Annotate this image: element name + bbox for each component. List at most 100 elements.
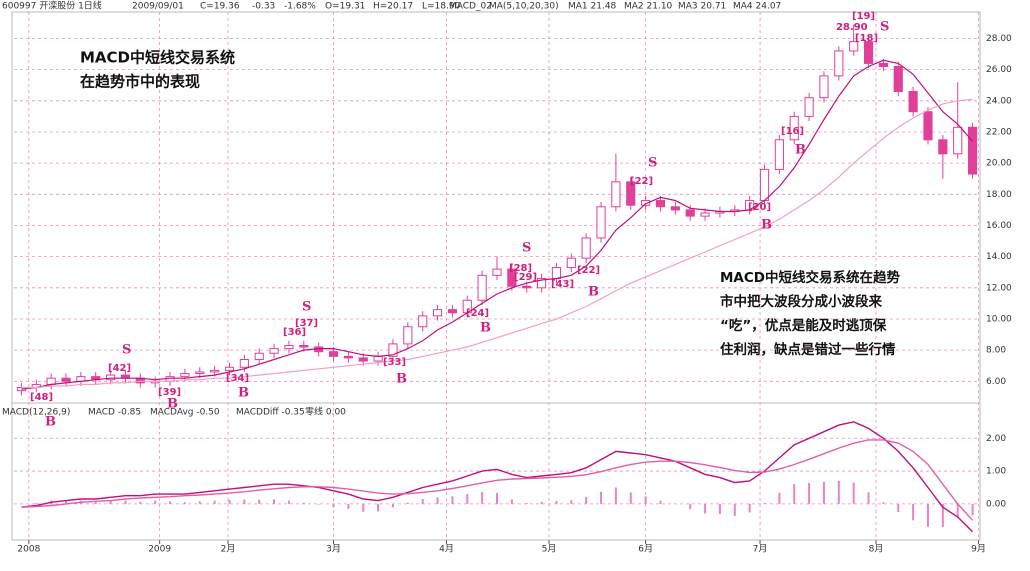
candle-body: [551, 267, 562, 279]
candle-body: [566, 257, 576, 269]
signal-marker: B: [588, 285, 599, 300]
candle-body: [670, 206, 680, 211]
header-field: O=19.31: [325, 2, 365, 12]
signal-tag: [16]: [781, 126, 804, 137]
candle-body: [878, 62, 888, 68]
header-field: MA4 24.07: [733, 2, 781, 12]
candle-body: [685, 209, 695, 217]
signal-marker: B: [167, 397, 178, 412]
header-field: MA2 21.10: [624, 2, 673, 12]
candle-body: [923, 111, 933, 141]
signal-tag: [48]: [30, 392, 53, 403]
macd-line: [21, 421, 974, 533]
candle-body: [432, 309, 443, 317]
candle-body: [403, 326, 413, 345]
x-tick-label: 6月: [638, 544, 653, 555]
y-tick-label: 22.00: [986, 127, 1012, 137]
x-tick-label: 8月: [869, 544, 884, 555]
y-tick-label: 12.00: [986, 283, 1012, 293]
y-tick-label: 14.00: [986, 252, 1012, 262]
annotation: 市中把大波段分成小波段来: [720, 293, 882, 310]
header-field: C=19.36: [200, 2, 240, 12]
macd-header-field: MACD -0.85: [88, 408, 141, 418]
macd-header-field: MACD(12,26,9): [2, 408, 70, 418]
candle-body: [849, 41, 859, 52]
y-tick-label: 28.00: [986, 34, 1012, 44]
signal-tag: [36]: [283, 327, 306, 338]
macd-y-tick-label: 2.00: [986, 434, 1006, 444]
header-field: MA1 21.48: [568, 2, 617, 12]
candle-body: [819, 75, 829, 99]
x-tick-label: 5月: [542, 544, 557, 555]
candle-body: [700, 212, 710, 217]
candle-body: [224, 366, 235, 371]
signal-marker: B: [480, 321, 491, 336]
candle-body: [834, 50, 844, 77]
macd-header-field: 零线 0.00: [305, 406, 346, 418]
candle-body: [655, 200, 666, 208]
signal-marker: B: [795, 143, 806, 158]
candle-body: [759, 168, 770, 202]
x-tick-label: 7月: [753, 544, 768, 555]
candle-body: [299, 344, 309, 348]
candle-body: [269, 348, 279, 354]
candle-body: [626, 181, 636, 206]
candle-body: [492, 268, 502, 276]
macd-y-tick-label: 1.00: [986, 467, 1006, 477]
candle-body: [343, 355, 353, 359]
candle-body: [611, 181, 621, 208]
x-tick-label: 2008: [17, 545, 40, 555]
candle-body: [967, 126, 978, 175]
candle-body: [61, 377, 71, 382]
candle-body: [596, 206, 606, 239]
header-field: -1.68%: [284, 2, 316, 12]
signal-marker: S: [522, 241, 531, 256]
candle-body: [641, 200, 651, 206]
header-field: MACD_02: [449, 2, 492, 12]
x-tick-label: 4月: [439, 544, 454, 555]
signal-marker: S: [302, 300, 311, 315]
annotation: MACD中短线交易系统: [80, 49, 235, 67]
signal-marker: S: [880, 20, 889, 35]
moving-average-line: [21, 98, 973, 389]
header-field: H=20.17: [373, 2, 413, 12]
candle-body: [774, 139, 784, 170]
signal-tag: [22]: [630, 176, 653, 187]
plot-frame: [11, 11, 981, 541]
x-tick-label: 2月: [221, 544, 236, 555]
y-tick-label: 16.00: [986, 221, 1012, 231]
header-field: MA3 20.71: [678, 2, 726, 12]
candle-body: [863, 41, 874, 64]
candle-body: [789, 115, 799, 141]
macd-line: [21, 439, 974, 521]
header-field: L=18.90: [422, 2, 461, 12]
candle-body: [908, 90, 918, 113]
candle-body: [373, 355, 383, 362]
macd-header-field: MACDAvg -0.50: [150, 408, 220, 418]
y-tick-label: 24.00: [986, 96, 1012, 106]
candle-body: [254, 352, 264, 360]
candle-body: [804, 97, 814, 117]
signal-marker: B: [45, 415, 56, 430]
candle-body: [447, 309, 458, 314]
signal-marker: S: [122, 343, 131, 358]
y-tick-label: 26.00: [986, 65, 1012, 75]
y-tick-label: 20.00: [986, 159, 1012, 169]
candle-body: [46, 377, 56, 385]
annotation: MACD中短线交易系统在趋势: [720, 269, 900, 286]
header-field: MA(5,10,20,30): [489, 2, 559, 12]
signal-tag: [34]: [226, 373, 249, 384]
candle-body: [388, 343, 398, 357]
y-tick-label: 18.00: [986, 190, 1012, 200]
signal-marker: B: [761, 218, 772, 233]
signal-tag: [29]: [514, 272, 537, 283]
header-field: 600997 开滦股份 1日线: [2, 0, 102, 12]
moving-average-line: [21, 59, 974, 390]
candle-body: [195, 371, 205, 375]
y-tick-label: 6.00: [986, 377, 1006, 387]
candle-body: [239, 358, 249, 368]
candle-body: [358, 357, 368, 362]
signal-marker: S: [648, 156, 657, 171]
x-tick-label: 2009: [148, 545, 171, 555]
